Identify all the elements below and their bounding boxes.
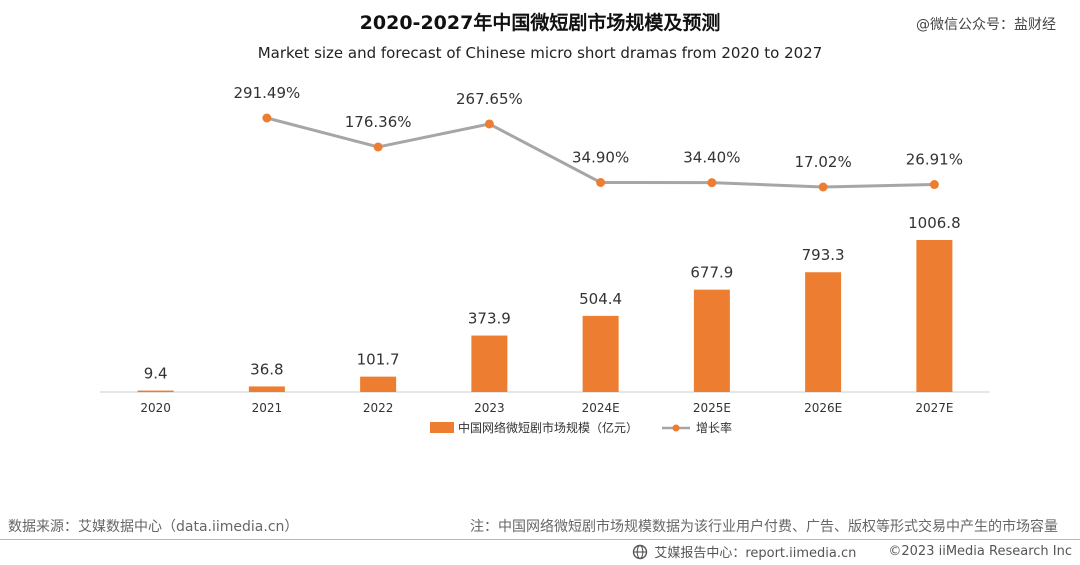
bar-value-label: 101.7 (357, 351, 400, 369)
bar (248, 386, 285, 392)
bar-value-label: 1006.8 (908, 214, 961, 232)
footnote: 注：中国网络微短剧市场规模数据为该行业用户付费、广告、版权等形式交易中产生的市场… (470, 519, 1058, 535)
legend-line-label: 增长率 (696, 420, 732, 435)
footer-bar: 艾媒报告中心：report.iimedia.cn ©2023 iiMedia R… (632, 542, 1072, 561)
chart-canvas: 9.4 2020 36.8 2021 101.7 2022 373.9 2023 504.4 20… (100, 84, 990, 435)
bar (916, 240, 953, 392)
growth-point (929, 180, 939, 190)
legend-line-marker (672, 424, 680, 432)
growth-point (373, 142, 383, 152)
growth-point (484, 119, 494, 129)
footer-divider (0, 539, 1080, 540)
bar-value-label: 793.3 (802, 246, 845, 264)
data-source: 数据来源：艾媒数据中心（data.iimedia.cn） (8, 519, 299, 535)
growth-point (707, 178, 717, 188)
x-tick-label: 2024E (582, 401, 620, 415)
growth-label: 176.36% (345, 113, 412, 131)
x-tick-label: 2021 (252, 401, 283, 415)
bar-value-label: 36.8 (250, 360, 283, 378)
growth-label: 34.90% (572, 149, 629, 167)
growth-label: 291.49% (234, 84, 301, 102)
bar (805, 272, 842, 392)
growth-point (262, 113, 272, 123)
globe-icon (633, 544, 648, 559)
x-tick-label: 2027E (915, 401, 953, 415)
legend-bar-label: 中国网络微短剧市场规模（亿元） (458, 420, 638, 435)
bar-value-label: 373.9 (468, 310, 511, 328)
bar-value-label: 677.9 (690, 264, 733, 282)
bar (471, 335, 508, 392)
legend-bar-swatch (430, 422, 454, 433)
watermark: @微信公众号：盐财经 (916, 17, 1056, 33)
report-center-link[interactable]: 艾媒报告中心：report.iimedia.cn (654, 546, 857, 561)
bar (693, 289, 730, 392)
growth-label: 267.65% (456, 90, 523, 108)
x-tick-label: 2025E (693, 401, 731, 415)
growth-point (596, 178, 606, 188)
chart-subtitle: Market size and forecast of Chinese micr… (257, 44, 823, 62)
x-tick-label: 2022 (363, 401, 394, 415)
x-tick-label: 2026E (804, 401, 842, 415)
x-tick-label: 2020 (140, 401, 171, 415)
growth-label: 17.02% (795, 153, 852, 171)
x-tick-label: 2023 (474, 401, 505, 415)
bar-value-label: 504.4 (579, 290, 622, 308)
bar (582, 315, 619, 392)
bar-value-label: 9.4 (144, 365, 168, 383)
growth-point (818, 182, 828, 192)
growth-label: 34.40% (683, 149, 740, 167)
growth-label: 26.91% (906, 151, 963, 169)
copyright: ©2023 iiMedia Research Inc (888, 544, 1072, 559)
bar (360, 376, 397, 392)
bar (137, 390, 174, 393)
chart-title: 2020-2027年中国微短剧市场规模及预测 (359, 12, 721, 34)
